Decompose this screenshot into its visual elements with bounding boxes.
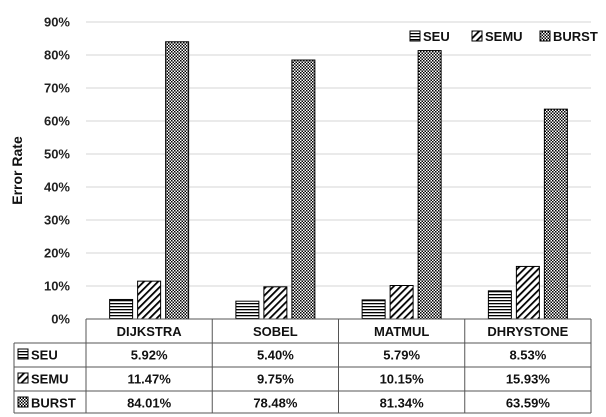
- table-series-label: SEU: [31, 348, 58, 363]
- y-tick-label: 40%: [44, 180, 70, 195]
- legend-swatch-semu: [471, 30, 483, 42]
- bar-burst-sobel: [291, 59, 316, 320]
- y-tick-label: 80%: [44, 48, 70, 63]
- table-value: 84.01%: [127, 396, 172, 411]
- bars: [109, 41, 568, 320]
- category-label: MATMUL: [374, 324, 429, 339]
- legend-label-semu: SEMU: [485, 29, 523, 44]
- table-swatch-burst: [17, 396, 29, 408]
- y-axis-ticks: 0% 10% 20% 30% 40% 50% 60% 70% 80% 90%: [44, 15, 70, 327]
- bar-semu-sobel: [263, 286, 288, 320]
- bar-seu-dijkstra: [109, 298, 134, 320]
- y-tick-label: 0%: [51, 312, 70, 327]
- table-value: 5.79%: [383, 348, 420, 363]
- legend-swatch-seu: [409, 30, 421, 42]
- table-value: 5.40%: [257, 348, 294, 363]
- bar-burst-dhrystone: [543, 108, 568, 320]
- y-axis-label: Error Rate: [9, 136, 25, 205]
- table-value: 63.59%: [506, 396, 551, 411]
- y-tick-label: 70%: [44, 81, 70, 96]
- table-swatch-seu: [17, 348, 29, 360]
- legend: SEU SEMU BURST: [409, 29, 598, 44]
- legend-swatch-burst: [539, 30, 551, 42]
- bar-seu-matmul: [361, 299, 386, 320]
- legend-label-burst: BURST: [553, 29, 598, 44]
- table-value: 15.93%: [506, 372, 551, 387]
- legend-label-seu: SEU: [423, 29, 450, 44]
- y-tick-label: 90%: [44, 15, 70, 30]
- table-value: 10.15%: [380, 372, 425, 387]
- data-table: DIJKSTRA SOBEL MATMUL DHRYSTONE SEU 5.92% 5.40…: [13, 318, 592, 414]
- y-tick-label: 10%: [44, 279, 70, 294]
- table-value: 81.34%: [380, 396, 425, 411]
- table-swatch-semu: [17, 372, 29, 384]
- gridlines: [86, 21, 591, 320]
- category-label: DIJKSTRA: [117, 324, 183, 339]
- bar-seu-dhrystone: [487, 290, 512, 320]
- category-label: DHRYSTONE: [487, 324, 568, 339]
- category-label: SOBEL: [253, 324, 298, 339]
- y-tick-label: 50%: [44, 147, 70, 162]
- bar-semu-dijkstra: [137, 280, 162, 320]
- bar-burst-matmul: [417, 50, 442, 320]
- y-tick-label: 60%: [44, 114, 70, 129]
- y-tick-label: 30%: [44, 213, 70, 228]
- y-tick-label: 20%: [44, 246, 70, 261]
- bar-semu-dhrystone: [515, 265, 540, 320]
- table-series-label: BURST: [31, 396, 76, 411]
- bar-seu-sobel: [235, 300, 260, 320]
- bar-burst-dijkstra: [165, 41, 190, 320]
- table-value: 78.48%: [253, 396, 298, 411]
- table-value: 11.47%: [127, 372, 171, 387]
- table-value: 8.53%: [509, 348, 546, 363]
- bar-semu-matmul: [389, 285, 414, 320]
- table-value: 9.75%: [257, 372, 294, 387]
- table-value: 5.92%: [131, 348, 168, 363]
- table-series-label: SEMU: [31, 372, 69, 387]
